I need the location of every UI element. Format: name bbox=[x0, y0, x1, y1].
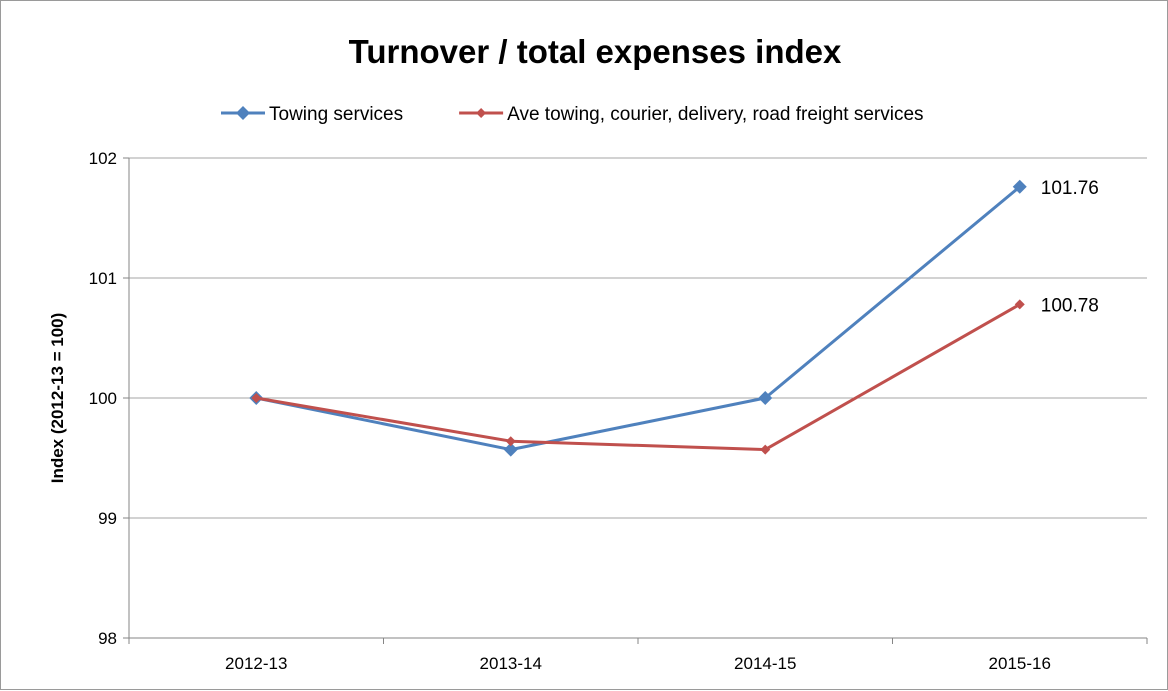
gridlines bbox=[129, 157, 1147, 519]
series-layer: 101.76 100.78 bbox=[249, 178, 1099, 457]
y-axis-ticks: 98 99 100 101 102 bbox=[89, 149, 129, 648]
data-point-marker bbox=[503, 442, 518, 457]
y-tick-label: 101 bbox=[89, 269, 117, 288]
data-label: 101.76 bbox=[1041, 178, 1099, 199]
y-tick-label: 99 bbox=[98, 509, 117, 528]
x-tick-label: 2013-14 bbox=[480, 654, 542, 673]
data-point-marker bbox=[251, 393, 262, 403]
data-point-marker bbox=[1012, 179, 1027, 194]
y-tick-label: 102 bbox=[89, 149, 117, 168]
data-point-marker bbox=[758, 391, 773, 405]
x-tick-label: 2015-16 bbox=[989, 654, 1051, 673]
data-point-marker bbox=[760, 444, 771, 455]
series-line bbox=[255, 303, 1021, 452]
legend: Towing services Ave towing, courier, deli… bbox=[221, 104, 924, 125]
y-tick-label: 100 bbox=[89, 389, 117, 408]
series-line bbox=[255, 185, 1021, 452]
x-tick-label: 2014-15 bbox=[734, 654, 796, 673]
x-tick-label: 2012-13 bbox=[225, 654, 287, 673]
data-point-marker bbox=[1014, 299, 1025, 310]
data-label: 100.78 bbox=[1041, 295, 1099, 316]
legend-label: Towing services bbox=[269, 104, 403, 125]
x-axis-ticks: 2012-13 2013-14 2014-15 2015-16 bbox=[128, 638, 1148, 673]
y-tick-label: 98 bbox=[98, 629, 117, 648]
chart-title: Turnover / total expenses index bbox=[349, 33, 842, 70]
data-point-marker bbox=[505, 436, 516, 447]
legend-label: Ave towing, courier, delivery, road frei… bbox=[507, 104, 923, 125]
y-axis-label: Index (2012-13 = 100) bbox=[48, 313, 67, 484]
legend-marker bbox=[236, 106, 250, 120]
legend-marker bbox=[476, 108, 487, 118]
